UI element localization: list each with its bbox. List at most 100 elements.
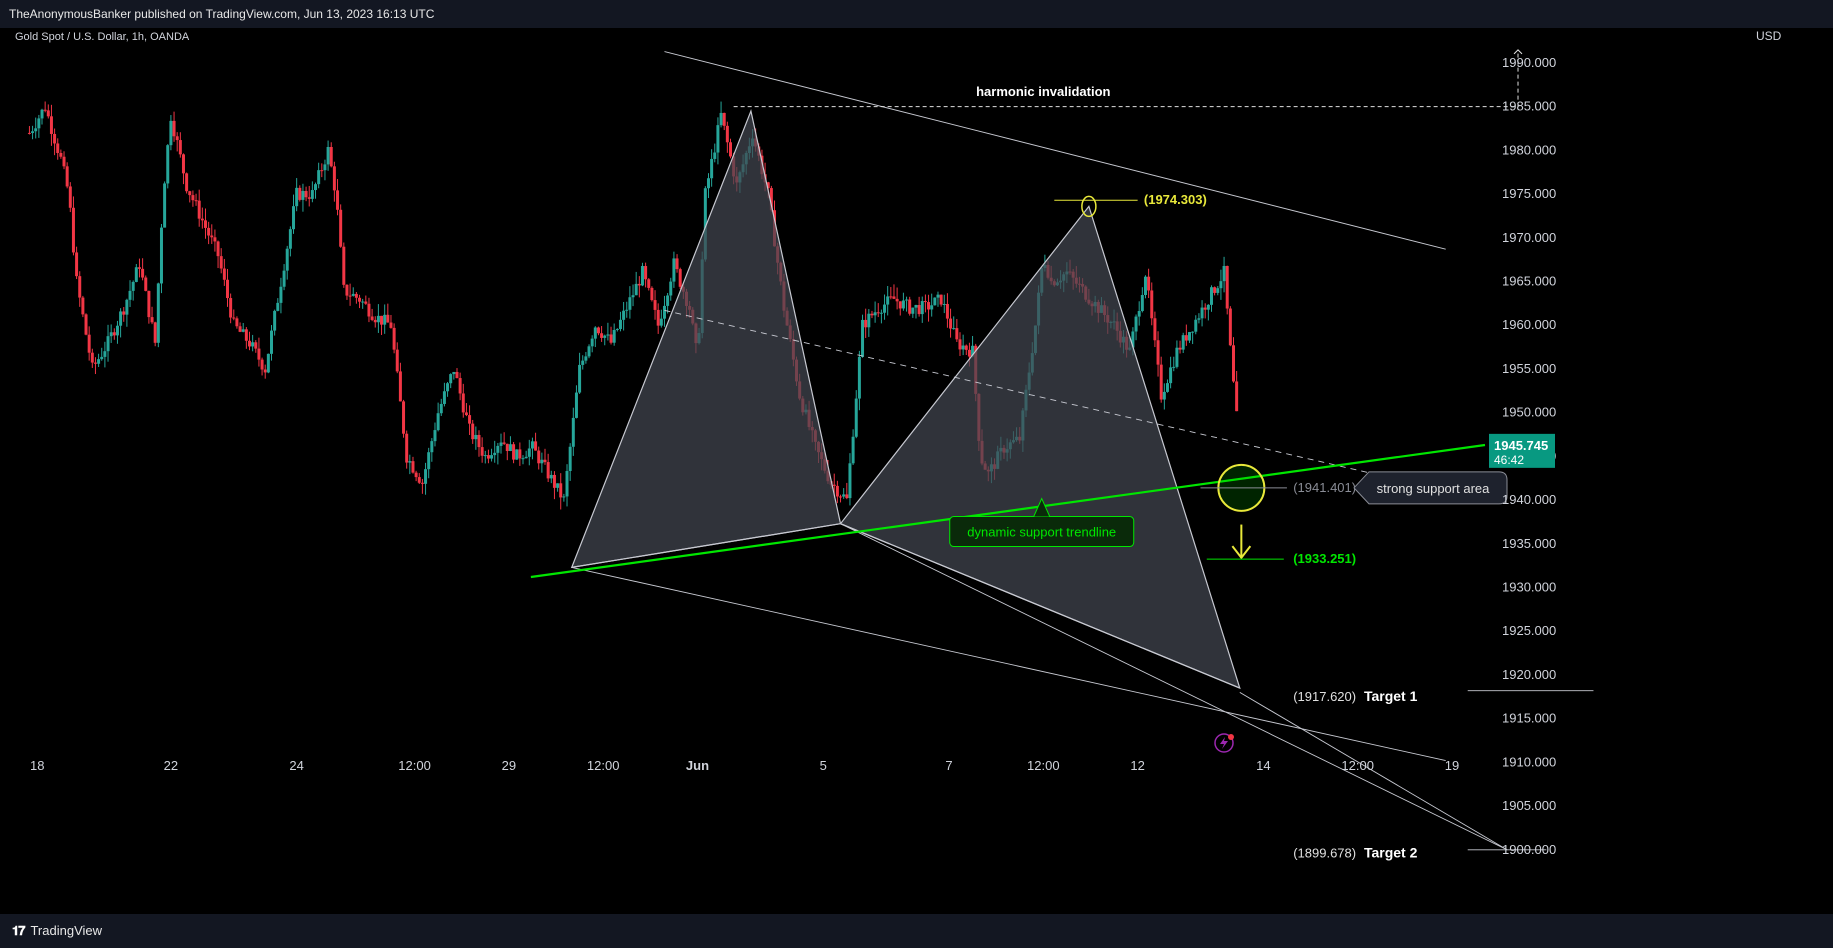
candle-body: [706, 178, 710, 189]
candle-body: [618, 319, 622, 329]
candle-body: [213, 237, 217, 242]
candle-body: [153, 322, 157, 343]
candle-body: [971, 345, 975, 357]
candle-body: [358, 297, 362, 302]
candle-body: [920, 301, 924, 315]
candle-body: [43, 109, 47, 111]
current-price-countdown: 46:42: [1494, 453, 1524, 467]
candle-body: [584, 356, 588, 361]
candle-body: [600, 333, 604, 338]
candle-body: [678, 269, 682, 287]
candle-body: [292, 206, 296, 230]
candle-body: [508, 444, 512, 452]
candle-body: [449, 374, 453, 384]
x-tick-label: Jun: [686, 758, 709, 773]
current-price-badge: [1489, 433, 1555, 468]
candle-body: [719, 112, 723, 126]
candle-body: [1222, 265, 1226, 282]
x-tick-label: 29: [502, 758, 516, 773]
candle-body: [524, 456, 528, 459]
candle-body: [502, 442, 506, 444]
lightning-icon-glyph: [1220, 737, 1228, 749]
candle-body: [125, 299, 129, 315]
candle-body: [644, 266, 648, 280]
candle-body: [392, 327, 396, 350]
candle-body: [389, 322, 393, 328]
candle-body: [141, 268, 145, 278]
candle-body: [1175, 347, 1179, 367]
candle-body: [587, 346, 591, 357]
candle-body: [323, 164, 327, 171]
candle-body: [1219, 281, 1223, 289]
candle-body: [112, 332, 116, 336]
candle-body: [1143, 276, 1147, 296]
arrow-up-icon: [1513, 49, 1523, 55]
candle-body: [562, 496, 566, 498]
x-tick-label: 12: [1130, 758, 1144, 773]
mid-dashed-line: [664, 309, 1446, 491]
candle-body: [1150, 290, 1154, 319]
candle-body: [260, 359, 264, 370]
candle-body: [266, 353, 270, 373]
publisher-line: TheAnonymousBanker published on TradingV…: [9, 7, 435, 21]
candle-body: [361, 301, 365, 303]
candle-body: [458, 378, 462, 394]
drawings-layer: harmonic invalidation (1974.303) (1941.401…: [530, 49, 1594, 861]
candle-body: [128, 290, 132, 300]
candle-body: [295, 187, 299, 207]
candle-body: [949, 318, 953, 329]
candle-body: [461, 393, 465, 413]
candle-body: [27, 132, 31, 134]
candle-body: [590, 338, 594, 347]
candle-body: [578, 364, 582, 393]
candle-body: [455, 371, 459, 379]
fan-line: [1239, 692, 1508, 851]
candle-body: [568, 446, 572, 472]
candle-body: [873, 312, 877, 316]
x-tick-label: 24: [289, 758, 303, 773]
candle-body: [339, 209, 343, 247]
candle-body: [229, 298, 233, 318]
candle-body: [62, 156, 66, 167]
y-tick-label: 1920.000: [1502, 667, 1556, 682]
candle-body: [408, 461, 412, 463]
candle-body: [336, 190, 340, 210]
target-stop-label: (1933.251): [1293, 551, 1356, 566]
chart-frame[interactable]: harmonic invalidation (1974.303) (1941.401…: [9, 28, 1833, 914]
strong-support-label: strong support area: [1377, 481, 1491, 496]
candle-body: [131, 281, 135, 291]
y-tick-label: 1950.000: [1502, 405, 1556, 420]
candle-body: [559, 483, 563, 498]
candle-body: [540, 459, 544, 464]
candle-body: [37, 118, 41, 129]
candle-body: [549, 474, 553, 479]
candle-body: [222, 268, 226, 280]
candle-body: [1140, 295, 1144, 312]
candle-body: [307, 197, 311, 199]
x-tick-label: 5: [820, 758, 827, 773]
candle-body: [662, 305, 666, 319]
candle-body: [1225, 265, 1229, 309]
y-tick-label: 1915.000: [1502, 711, 1556, 726]
price-chart[interactable]: harmonic invalidation (1974.303) (1941.401…: [9, 28, 1833, 914]
footer-brand[interactable]: TradingView: [30, 923, 103, 938]
candle-body: [606, 334, 610, 336]
candle-body: [106, 336, 110, 352]
candle-body: [892, 296, 896, 299]
candle-body: [486, 455, 490, 459]
candle-body: [1178, 347, 1182, 350]
callout-pointer: [1033, 497, 1051, 517]
candle-body: [254, 342, 258, 349]
target1-value: (1917.620): [1293, 689, 1356, 704]
candle-body: [889, 296, 893, 298]
candle-body: [31, 131, 35, 134]
candle-body: [1147, 276, 1151, 291]
publisher-bar: TheAnonymousBanker published on TradingV…: [0, 0, 1833, 28]
candle-body: [203, 220, 207, 228]
y-tick-label: 1975.000: [1502, 186, 1556, 201]
candle-body: [669, 281, 673, 296]
candle-body: [185, 173, 189, 192]
candle-body: [1194, 319, 1198, 332]
candle-body: [257, 348, 261, 360]
support-point-label: (1941.401): [1293, 480, 1356, 495]
